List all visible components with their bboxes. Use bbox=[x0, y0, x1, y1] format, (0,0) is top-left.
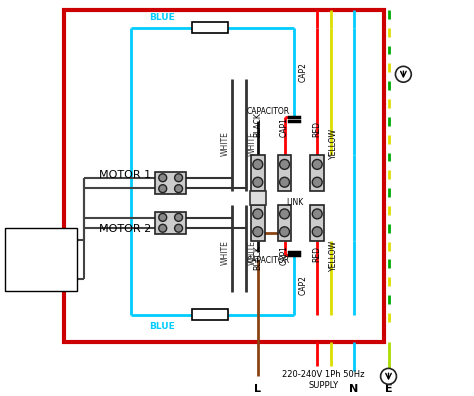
Circle shape bbox=[395, 67, 411, 82]
Bar bbox=[64, 10, 383, 342]
Bar bbox=[251, 205, 264, 241]
Circle shape bbox=[312, 160, 322, 169]
Bar bbox=[310, 156, 324, 191]
Text: WHITE: WHITE bbox=[221, 131, 230, 156]
Circle shape bbox=[312, 227, 322, 237]
Text: CAP2: CAP2 bbox=[299, 275, 308, 295]
Text: WHITE: WHITE bbox=[248, 240, 257, 265]
Circle shape bbox=[159, 174, 167, 182]
Bar bbox=[155, 172, 186, 194]
Text: CAP1: CAP1 bbox=[280, 117, 289, 137]
Text: YELLOW: YELLOW bbox=[329, 128, 338, 159]
Text: 220-240V 1Ph 50Hz
SUPPLY: 220-240V 1Ph 50Hz SUPPLY bbox=[282, 370, 365, 390]
Circle shape bbox=[280, 177, 290, 187]
Text: CAP1: CAP1 bbox=[280, 246, 289, 265]
Bar bbox=[5, 228, 77, 291]
Circle shape bbox=[159, 185, 167, 192]
Circle shape bbox=[174, 174, 182, 182]
Bar bbox=[251, 156, 264, 191]
Text: WHITE: WHITE bbox=[221, 240, 230, 265]
Text: CAP2: CAP2 bbox=[299, 62, 308, 82]
Bar bbox=[310, 205, 324, 241]
Text: CAPACITOR: CAPACITOR bbox=[246, 107, 290, 116]
Circle shape bbox=[280, 160, 290, 169]
Circle shape bbox=[159, 224, 167, 232]
Text: THERMAL CUT-OUT:
CONNECT INTO
STARTER CONTROL
CIRCUIT: THERMAL CUT-OUT: CONNECT INTO STARTER CO… bbox=[9, 234, 73, 261]
Text: BLUE: BLUE bbox=[149, 322, 174, 331]
Circle shape bbox=[312, 177, 322, 187]
Text: N: N bbox=[349, 384, 358, 394]
Text: WHITE: WHITE bbox=[248, 131, 257, 156]
Circle shape bbox=[280, 227, 290, 237]
Text: RED: RED bbox=[313, 246, 322, 262]
Bar bbox=[278, 205, 292, 241]
Text: CAPACITOR: CAPACITOR bbox=[246, 256, 290, 265]
Text: LINK: LINK bbox=[286, 198, 304, 207]
Circle shape bbox=[280, 209, 290, 219]
Circle shape bbox=[253, 209, 263, 219]
Circle shape bbox=[253, 160, 263, 169]
Text: BLACK: BLACK bbox=[253, 112, 262, 137]
Text: MOTOR 1: MOTOR 1 bbox=[99, 170, 151, 180]
Circle shape bbox=[159, 213, 167, 221]
Circle shape bbox=[253, 177, 263, 187]
Bar bbox=[192, 22, 228, 33]
Text: L: L bbox=[254, 384, 261, 394]
Bar bbox=[278, 156, 292, 191]
Text: RED: RED bbox=[313, 121, 322, 137]
Circle shape bbox=[312, 209, 322, 219]
Circle shape bbox=[174, 213, 182, 221]
Bar bbox=[192, 309, 228, 320]
Circle shape bbox=[174, 185, 182, 192]
Text: BLUE: BLUE bbox=[149, 13, 174, 22]
Text: BLACK: BLACK bbox=[253, 246, 262, 270]
Circle shape bbox=[381, 368, 396, 384]
Text: E: E bbox=[385, 384, 392, 394]
Bar bbox=[155, 212, 186, 234]
Circle shape bbox=[253, 227, 263, 237]
Text: YELLOW: YELLOW bbox=[329, 240, 338, 271]
Text: MOTOR 2: MOTOR 2 bbox=[99, 224, 151, 234]
Bar bbox=[250, 191, 266, 205]
Circle shape bbox=[174, 224, 182, 232]
